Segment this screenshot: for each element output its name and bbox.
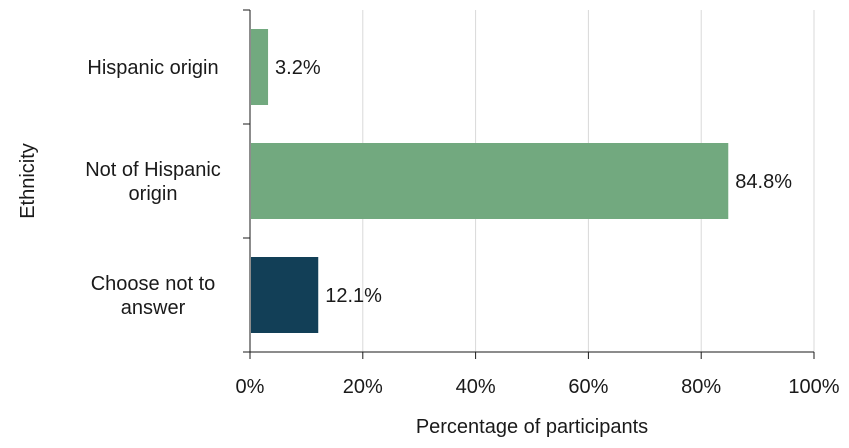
category-label-line: Not of Hispanic bbox=[85, 159, 221, 181]
category-label: Hispanic origin bbox=[87, 57, 218, 79]
bar bbox=[251, 257, 319, 333]
x-tick-label: 40% bbox=[456, 376, 496, 398]
x-axis-title: Percentage of participants bbox=[416, 416, 648, 438]
x-tick-label: 0% bbox=[236, 376, 265, 398]
data-label: 84.8% bbox=[735, 171, 792, 193]
category-label-line: Choose not to bbox=[91, 273, 216, 295]
bar-layer bbox=[251, 29, 729, 333]
data-label: 12.1% bbox=[325, 285, 382, 307]
x-tick-label: 20% bbox=[343, 376, 383, 398]
data-label: 3.2% bbox=[275, 57, 321, 79]
category-label-line: answer bbox=[121, 297, 186, 319]
axis-layer bbox=[243, 9, 815, 359]
category-label-line: Hispanic origin bbox=[87, 57, 218, 79]
x-tick-label: 60% bbox=[568, 376, 608, 398]
x-tick-label: 100% bbox=[788, 376, 839, 398]
category-label: Not of Hispanic origin bbox=[85, 159, 221, 205]
bar bbox=[251, 143, 729, 219]
category-label: Choose not to answer bbox=[91, 273, 216, 319]
category-label-line: origin bbox=[129, 183, 178, 205]
label-layer: 0% 20% 40% 60% 80% 100% 3.2% Hispanic origin 84.… bbox=[85, 57, 840, 398]
bar bbox=[251, 29, 269, 105]
x-tick-label: 80% bbox=[681, 376, 721, 398]
y-axis-title: Ethnicity bbox=[17, 143, 39, 219]
